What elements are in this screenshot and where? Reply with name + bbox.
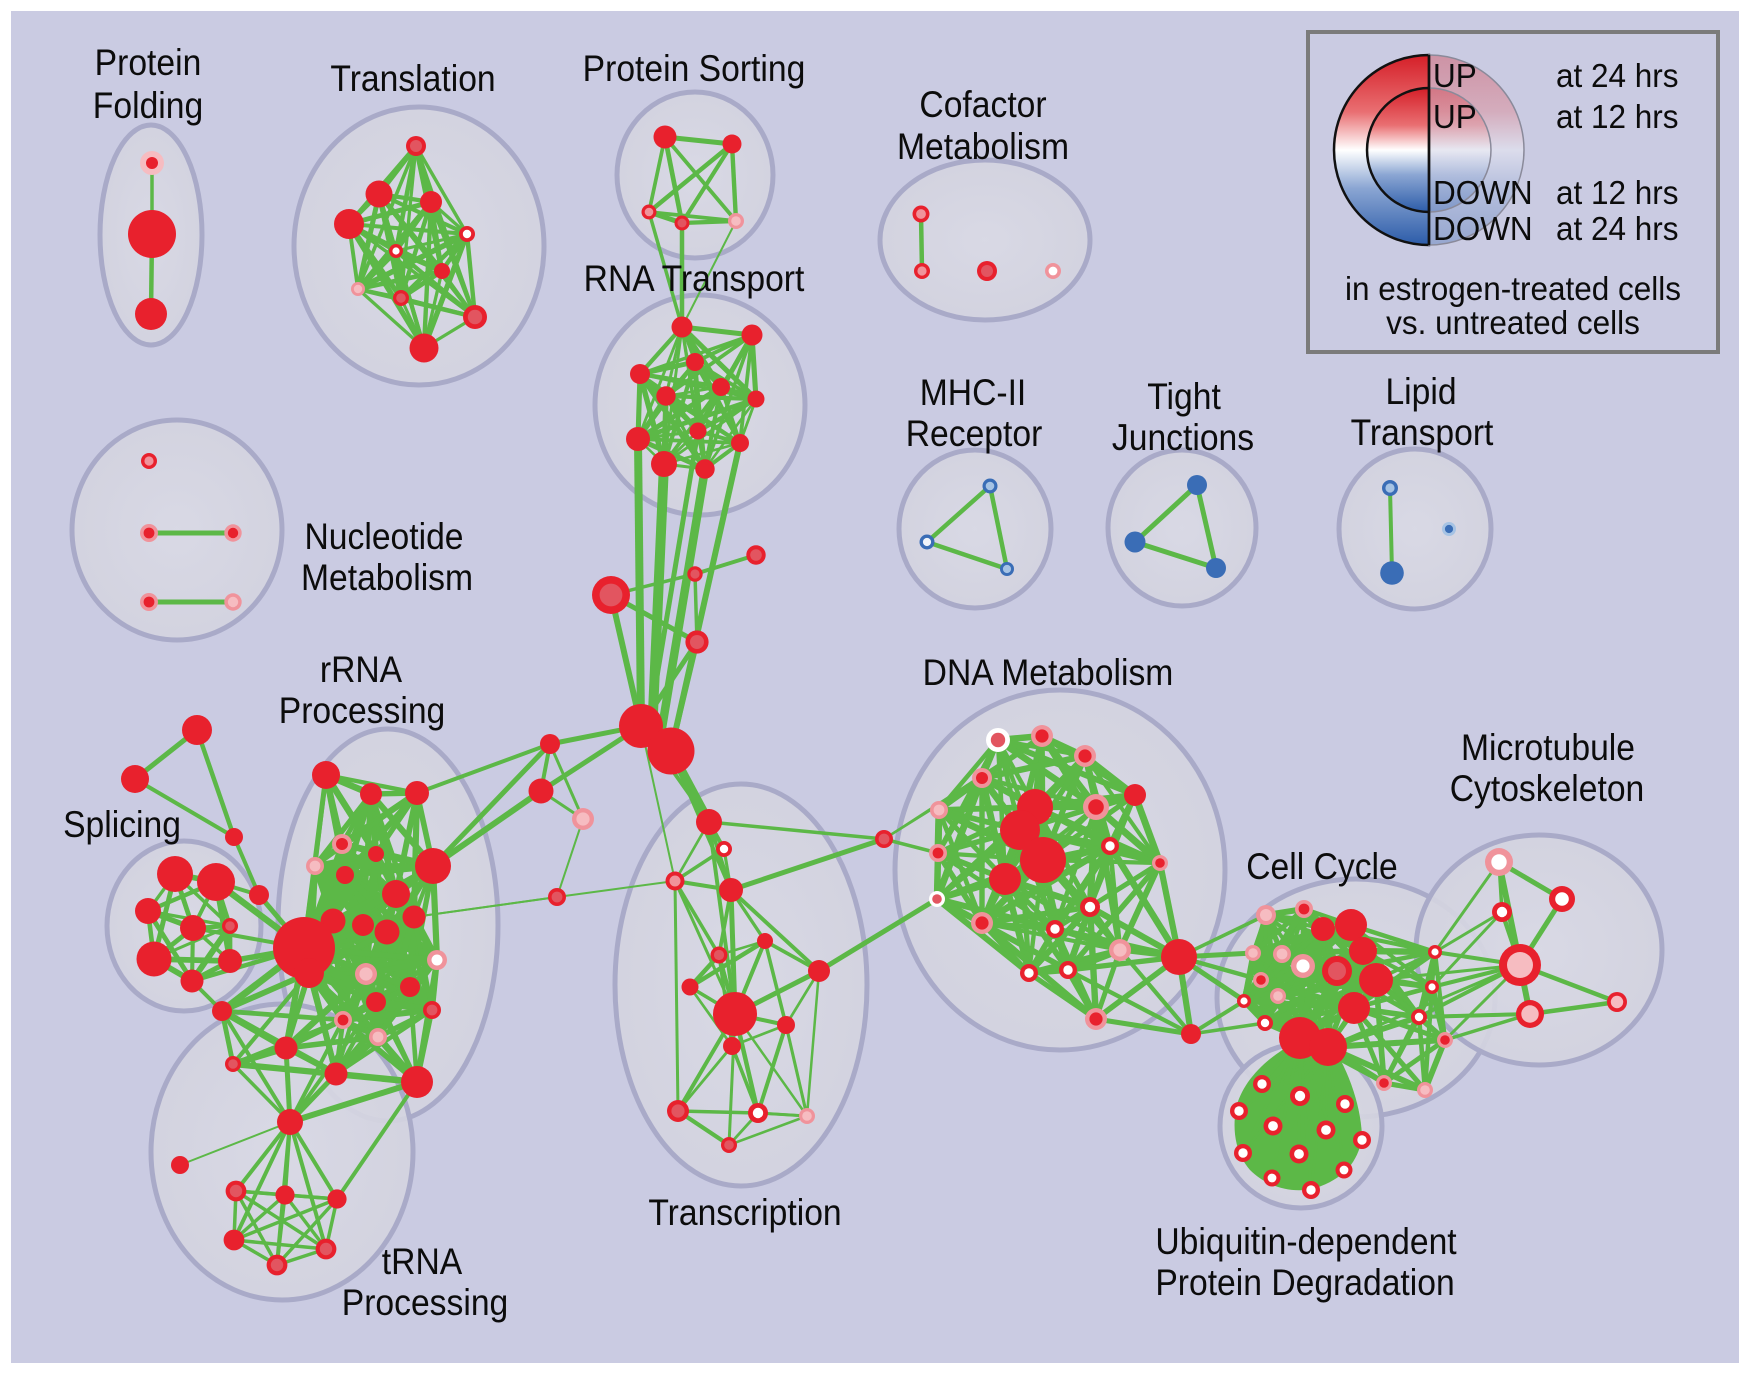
svg-text:DOWN: DOWN (1433, 210, 1533, 247)
svg-text:Microtubule: Microtubule (1461, 728, 1635, 769)
svg-text:Processing: Processing (342, 1283, 508, 1324)
svg-text:Cofactor: Cofactor (919, 85, 1046, 126)
svg-text:Junctions: Junctions (1112, 418, 1254, 459)
svg-text:UP: UP (1433, 57, 1477, 94)
svg-text:Processing: Processing (279, 691, 445, 732)
svg-text:Metabolism: Metabolism (301, 558, 473, 599)
svg-text:Metabolism: Metabolism (897, 127, 1069, 168)
svg-text:rRNA: rRNA (320, 650, 403, 691)
svg-text:at 12 hrs: at 12 hrs (1556, 174, 1678, 211)
svg-text:UP: UP (1433, 98, 1477, 135)
svg-text:DOWN: DOWN (1433, 174, 1533, 211)
svg-text:at 24 hrs: at 24 hrs (1556, 57, 1678, 94)
svg-text:in estrogen-treated cells: in estrogen-treated cells (1345, 270, 1681, 307)
svg-text:Cell Cycle: Cell Cycle (1246, 847, 1397, 888)
svg-text:DNA Metabolism: DNA Metabolism (923, 653, 1174, 694)
svg-text:Tight: Tight (1147, 377, 1221, 418)
svg-text:Ubiquitin-dependent: Ubiquitin-dependent (1155, 1222, 1456, 1263)
svg-text:RNA Transport: RNA Transport (584, 259, 805, 300)
svg-text:Splicing: Splicing (63, 805, 181, 846)
svg-text:Receptor: Receptor (906, 414, 1043, 455)
svg-text:MHC-II: MHC-II (920, 373, 1027, 414)
svg-text:Transcription: Transcription (648, 1193, 841, 1234)
svg-text:Nucleotide: Nucleotide (304, 517, 463, 558)
svg-text:vs. untreated cells: vs. untreated cells (1386, 304, 1640, 341)
svg-text:at 12 hrs: at 12 hrs (1556, 98, 1678, 135)
svg-text:at 24 hrs: at 24 hrs (1556, 210, 1678, 247)
svg-text:Lipid: Lipid (1385, 372, 1456, 413)
svg-text:Protein Sorting: Protein Sorting (583, 49, 806, 90)
svg-text:tRNA: tRNA (382, 1242, 463, 1283)
svg-text:Transport: Transport (1351, 413, 1494, 454)
svg-text:Folding: Folding (93, 86, 203, 127)
svg-text:Protein Degradation: Protein Degradation (1155, 1263, 1454, 1304)
svg-text:Protein: Protein (95, 43, 202, 84)
svg-text:Cytoskeleton: Cytoskeleton (1450, 769, 1645, 810)
svg-text:Translation: Translation (330, 59, 495, 100)
